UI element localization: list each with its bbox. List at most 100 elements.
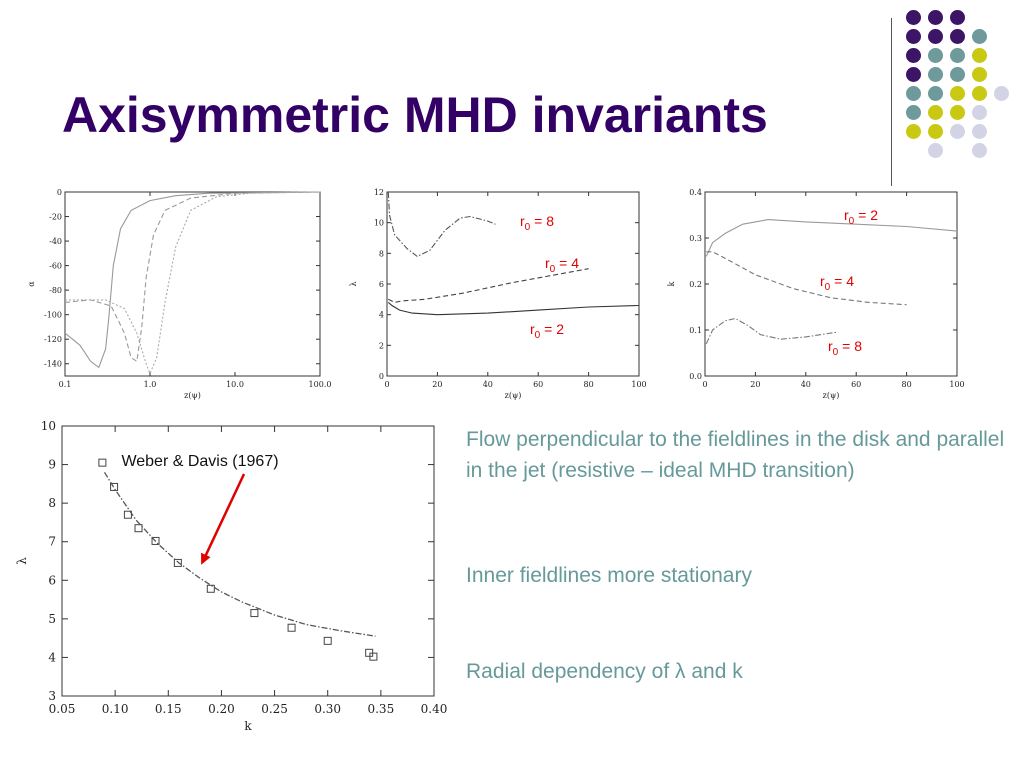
- series-line: [705, 317, 837, 345]
- decor-dot: [950, 124, 965, 139]
- bullet-text: Flow perpendicular to the fieldlines in …: [466, 428, 1005, 482]
- series-annotation: r0 = 2: [530, 321, 564, 341]
- bullet-text: Inner fieldlines more stationary: [466, 564, 752, 587]
- y-tick-label: 0.0: [689, 372, 702, 381]
- x-tick-label: 0.40: [421, 702, 448, 716]
- decor-dot: [906, 67, 921, 82]
- y-tick-label: 2: [379, 341, 384, 350]
- annotation-subscript: 0: [550, 264, 556, 275]
- annotation-subscript: 0: [825, 282, 831, 293]
- data-point: [173, 558, 182, 567]
- y-tick-label: 12: [374, 188, 384, 197]
- x-tick-label: 0.20: [208, 702, 235, 716]
- data-point: [206, 584, 215, 593]
- x-tick-label: 80: [902, 380, 912, 389]
- series-annotation: r0 = 4: [545, 255, 579, 275]
- x-tick-label: 0.30: [314, 702, 341, 716]
- y-tick-label: 4: [48, 650, 56, 664]
- y-tick-label: -140: [44, 360, 62, 369]
- x-axis-label: k: [244, 719, 252, 733]
- annotation-label: r: [520, 213, 525, 229]
- bullet-prefix: Radial dependency of: [466, 660, 675, 683]
- decor-dot: [928, 10, 943, 25]
- y-tick-label: 5: [48, 612, 56, 626]
- data-point: [134, 524, 143, 533]
- bullet-suffix: and k: [685, 660, 743, 683]
- decor-dot: [906, 86, 921, 101]
- data-point: [98, 458, 107, 467]
- annotation-arrow: [203, 473, 246, 560]
- x-axis-label: z(ψ): [505, 391, 522, 400]
- y-axis-label: α: [27, 281, 36, 287]
- x-tick-label: 20: [750, 380, 760, 389]
- decor-dot: [972, 29, 987, 44]
- y-tick-label: 10: [374, 219, 384, 228]
- decor-dot: [928, 143, 943, 158]
- x-tick-label: 10.0: [226, 380, 244, 389]
- y-tick-label: 7: [48, 535, 56, 549]
- x-axis-label: z(ψ): [823, 391, 840, 400]
- bullet-text: Radial dependency of λ and k: [466, 656, 743, 687]
- decor-dot: [928, 29, 943, 44]
- decor-dot: [972, 86, 987, 101]
- decor-dot: [972, 105, 987, 120]
- annotation-subscript: 0: [525, 222, 531, 233]
- annotation-label: r: [545, 255, 550, 271]
- series-line: [103, 471, 376, 637]
- decor-dot: [906, 10, 921, 25]
- decor-dot: [906, 124, 921, 139]
- y-tick-label: -40: [49, 237, 62, 246]
- y-tick-label: 8: [379, 249, 384, 258]
- decor-dot: [906, 29, 921, 44]
- x-tick-label: 100: [949, 380, 964, 389]
- data-point: [323, 636, 332, 645]
- data-point: [369, 652, 378, 661]
- decor-dot: [906, 105, 921, 120]
- y-axis-label: λ: [349, 281, 358, 286]
- series-line: [705, 219, 958, 257]
- decor-dot: [950, 48, 965, 63]
- decor-dot: [972, 67, 987, 82]
- decor-dot: [928, 48, 943, 63]
- x-tick-label: 60: [533, 380, 543, 389]
- y-tick-label: 0.2: [689, 280, 702, 289]
- annotation-subscript: 0: [833, 347, 839, 358]
- data-point: [110, 482, 119, 491]
- decor-dot: [906, 48, 921, 63]
- series-annotation: r0 = 2: [844, 207, 878, 227]
- annotation-subscript: 0: [849, 216, 855, 227]
- chart-lambda-vs-k: 0.05 0.10 0.15 0.20 0.25 0.30 0.35 0.40 3 4 5 6 7 8 9 1…: [15, 419, 448, 733]
- annotation-label: r: [530, 321, 535, 337]
- x-axis-label: z(ψ): [184, 391, 201, 400]
- decorative-dot-grid: [906, 10, 1024, 170]
- y-tick-label: 0.4: [689, 188, 702, 197]
- data-point: [123, 510, 132, 519]
- data-point: [151, 536, 160, 545]
- y-tick-label: -100: [44, 311, 62, 320]
- y-tick-label: 0.1: [689, 326, 702, 335]
- decor-dot: [950, 29, 965, 44]
- y-tick-label: 0: [379, 372, 384, 381]
- y-tick-label: 0: [57, 188, 62, 197]
- reference-annotation: Weber & Davis (1967): [121, 453, 278, 470]
- x-tick-label: 0.25: [261, 702, 288, 716]
- annotation-value: = 2: [854, 207, 878, 223]
- decor-dot: [972, 124, 987, 139]
- slide-title: Axisymmetric MHD invariants: [62, 87, 768, 143]
- series-line: [387, 191, 496, 258]
- lambda-symbol: λ: [675, 660, 686, 683]
- x-tick-label: 0: [384, 380, 389, 389]
- decor-dot: [928, 124, 943, 139]
- divider-line: [891, 18, 892, 186]
- decor-dot: [972, 48, 987, 63]
- annotation-value: = 2: [540, 321, 564, 337]
- x-tick-label: 100.0: [309, 380, 332, 389]
- y-tick-label: 0.3: [689, 234, 702, 243]
- annotation-subscript: 0: [535, 330, 541, 341]
- y-tick-label: 6: [48, 573, 56, 587]
- annotation-value: = 8: [838, 338, 862, 354]
- data-point: [250, 609, 259, 618]
- x-tick-label: 40: [483, 380, 493, 389]
- x-tick-label: 0.1: [59, 380, 72, 389]
